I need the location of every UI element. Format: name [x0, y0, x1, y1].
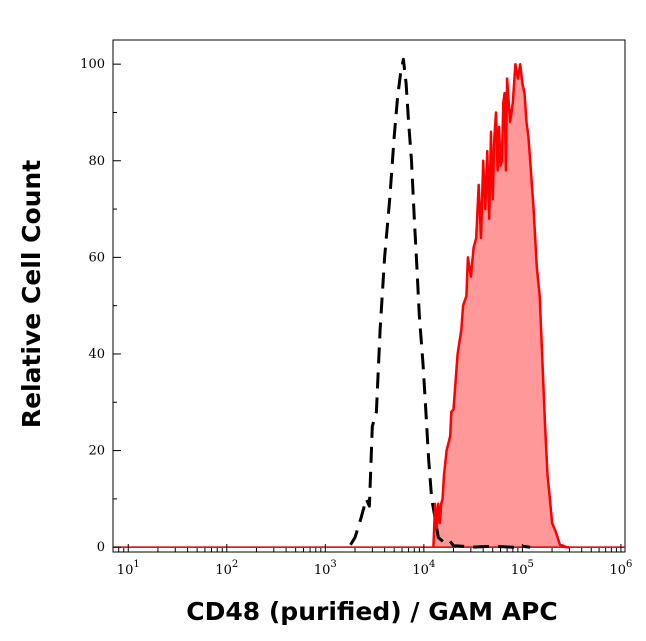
y-tick-label: 60 — [88, 250, 105, 265]
x-tick-label: 103 — [314, 559, 337, 578]
x-tick-label: 104 — [412, 559, 435, 578]
series-fill-layer — [433, 64, 570, 548]
y-tick-label: 100 — [80, 57, 105, 72]
y-tick-label: 80 — [88, 154, 105, 169]
y-tick-label: 0 — [97, 540, 105, 555]
x-tick-label: 106 — [609, 559, 632, 578]
series-1-area — [433, 64, 570, 548]
x-tick-label: 102 — [215, 559, 238, 578]
y-axis-title: Relative Cell Count — [17, 160, 46, 428]
tick-layer: 101 102 103 104 105 106 0 20 40 60 80 100 — [80, 57, 632, 578]
x-tick-label: 101 — [117, 559, 140, 578]
y-tick-label: 40 — [88, 347, 105, 362]
series-1-line — [432, 62, 570, 549]
plot-frame — [112, 39, 626, 553]
series-line-layer — [113, 57, 625, 549]
y-tick-label: 20 — [88, 444, 105, 459]
x-axis-title: CD48 (purified) / GAM APC — [186, 597, 557, 626]
series-0-line — [349, 57, 531, 549]
x-tick-label: 105 — [511, 559, 534, 578]
